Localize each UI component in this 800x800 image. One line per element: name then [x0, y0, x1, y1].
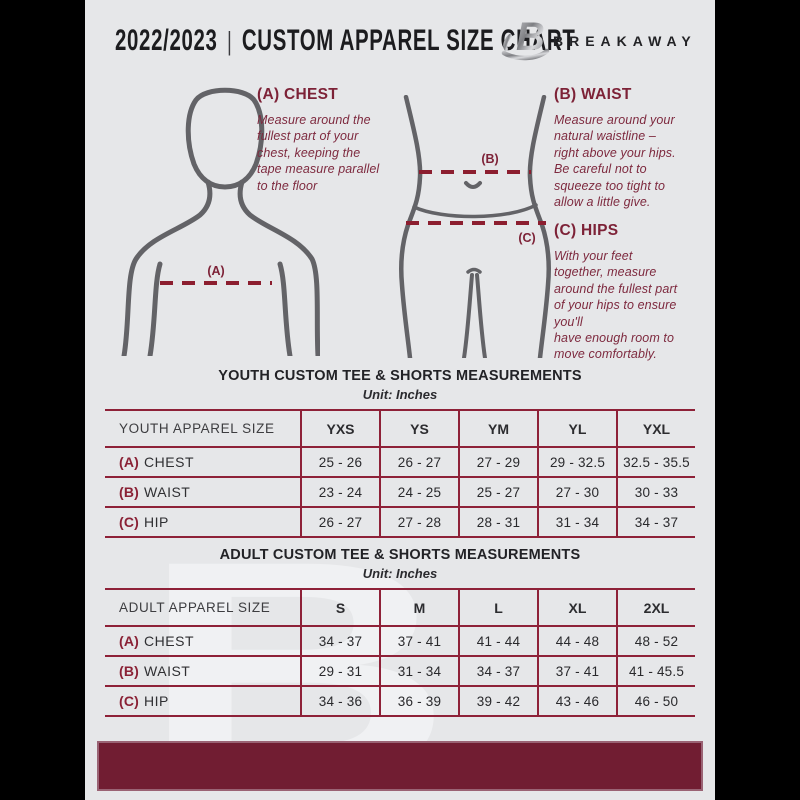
chest-heading: (A) CHEST [257, 86, 339, 103]
column-header: ADULT APPAREL SIZE [119, 600, 271, 615]
youth-table-unit: Unit: Inches [362, 387, 438, 402]
table-cell: 30 - 33 [616, 477, 695, 507]
table-cell: 28 - 31 [458, 507, 538, 537]
adult-size-section: ADULT CUSTOM TEE & SHORTS MEASUREMENTS U… [85, 547, 715, 717]
table-cell: 48 - 52 [616, 626, 695, 656]
chest-instructions: Measure around the fullest part of your … [257, 113, 380, 193]
adult-table-unit: Unit: Inches [362, 566, 438, 581]
table-cell: 25 - 26 [300, 447, 380, 477]
row-marker: (B) [119, 484, 140, 500]
row-label: WAIST [144, 484, 191, 500]
waist-hip-figure-diagram: (B) (C) [390, 94, 560, 363]
column-header: 2XL [616, 589, 695, 626]
column-header: L [458, 589, 538, 626]
table-cell: 39 - 42 [458, 686, 538, 716]
column-header: YXL [616, 410, 695, 447]
column-header: YL [537, 410, 617, 447]
adult-size-table: ADULT APPAREL SIZE S M L XL 2XL (A) CHEST… [105, 588, 695, 717]
row-label: HIP [144, 693, 169, 709]
youth-size-table: YOUTH APPAREL SIZE YXS YS YM YL YXL (A) C… [105, 409, 695, 538]
table-row: (A) CHEST 25 - 26 26 - 27 27 - 29 29 - 32… [105, 447, 695, 477]
waist-marker-label: (B) [481, 152, 498, 166]
column-header: YXS [300, 410, 380, 447]
column-header: YS [379, 410, 459, 447]
table-cell: 34 - 37 [616, 507, 695, 537]
adult-table-title: ADULT CUSTOM TEE & SHORTS MEASUREMENTS [219, 547, 581, 563]
title-divider: | [227, 25, 233, 56]
waist-heading: (B) WAIST [554, 86, 632, 103]
table-row: (C) HIP 26 - 27 27 - 28 28 - 31 31 - 34 3… [105, 507, 695, 537]
table-cell: 46 - 50 [616, 686, 695, 716]
row-label: CHEST [144, 633, 194, 649]
logo-letter: B [516, 15, 545, 59]
table-cell: 29 - 31 [300, 656, 380, 686]
row-label: HIP [144, 514, 169, 530]
table-cell: 37 - 41 [379, 626, 459, 656]
table-row: (A) CHEST 34 - 37 37 - 41 41 - 44 44 - 48… [105, 626, 695, 656]
table-cell: 31 - 34 [537, 507, 617, 537]
table-cell: 34 - 37 [458, 656, 538, 686]
column-header: XL [537, 589, 617, 626]
table-cell: 27 - 29 [458, 447, 538, 477]
table-cell: 25 - 27 [458, 477, 538, 507]
table-cell: 34 - 37 [300, 626, 380, 656]
chest-guide: (A) CHEST Measure around the fullest par… [257, 86, 393, 194]
table-header-row: ADULT APPAREL SIZE S M L XL 2XL [105, 589, 695, 626]
size-chart-document: B 2022/2023 | CUSTOM APPAREL SIZE CHART … [85, 0, 715, 800]
row-marker: (A) [119, 633, 140, 649]
hips-guide: (C) HIPS With your feet together, measur… [554, 222, 715, 363]
table-cell: 29 - 32.5 [537, 447, 617, 477]
table-cell: 36 - 39 [379, 686, 459, 716]
hip-marker-label: (C) [518, 231, 535, 245]
waist-instructions: Measure around your natural waistline – … [554, 113, 676, 210]
table-cell: 41 - 44 [458, 626, 538, 656]
table-cell: 34 - 36 [300, 686, 380, 716]
table-cell: 26 - 27 [300, 507, 380, 537]
row-marker: (C) [119, 514, 140, 530]
hips-instructions: With your feet together, measure around … [554, 249, 678, 362]
table-cell: 23 - 24 [300, 477, 380, 507]
table-cell: 27 - 28 [379, 507, 459, 537]
table-cell: 41 - 45.5 [616, 656, 695, 686]
table-header-row: YOUTH APPAREL SIZE YXS YS YM YL YXL [105, 410, 695, 447]
chart-title: CUSTOM APPAREL SIZE CHART [241, 24, 576, 57]
row-marker: (B) [119, 663, 140, 679]
table-row: (B) WAIST 29 - 31 31 - 34 34 - 37 37 - 41… [105, 656, 695, 686]
hips-heading: (C) HIPS [554, 222, 619, 239]
row-label: CHEST [144, 454, 194, 470]
row-marker: (A) [119, 454, 140, 470]
table-cell: 44 - 48 [537, 626, 617, 656]
youth-table-title: YOUTH CUSTOM TEE & SHORTS MEASUREMENTS [218, 368, 582, 384]
row-marker: (C) [119, 693, 140, 709]
breakaway-logo-icon: B [500, 14, 552, 69]
footer-accent-bar [97, 741, 703, 791]
season-label: 2022/2023 [115, 24, 218, 57]
table-row: (B) WAIST 23 - 24 24 - 25 25 - 27 27 - 30… [105, 477, 695, 507]
table-cell: 31 - 34 [379, 656, 459, 686]
column-header: YM [458, 410, 538, 447]
table-cell: 32.5 - 35.5 [616, 447, 695, 477]
chest-marker-label: (A) [207, 264, 224, 278]
chest-figure-diagram: (A) [120, 78, 321, 361]
row-label: WAIST [144, 663, 191, 679]
column-header: S [300, 589, 380, 626]
table-cell: 27 - 30 [537, 477, 617, 507]
table-cell: 37 - 41 [537, 656, 617, 686]
table-row: (C) HIP 34 - 36 36 - 39 39 - 42 43 - 46 4… [105, 686, 695, 716]
brand-name: BREAKAWAY [553, 33, 697, 49]
column-header: YOUTH APPAREL SIZE [119, 421, 275, 436]
youth-size-section: YOUTH CUSTOM TEE & SHORTS MEASUREMENTS U… [85, 368, 715, 538]
table-cell: 24 - 25 [379, 477, 459, 507]
waist-guide: (B) WAIST Measure around your natural wa… [554, 86, 715, 210]
table-cell: 26 - 27 [379, 447, 459, 477]
table-cell: 43 - 46 [537, 686, 617, 716]
column-header: M [379, 589, 459, 626]
page-title: 2022/2023 | CUSTOM APPAREL SIZE CHART [115, 24, 575, 58]
